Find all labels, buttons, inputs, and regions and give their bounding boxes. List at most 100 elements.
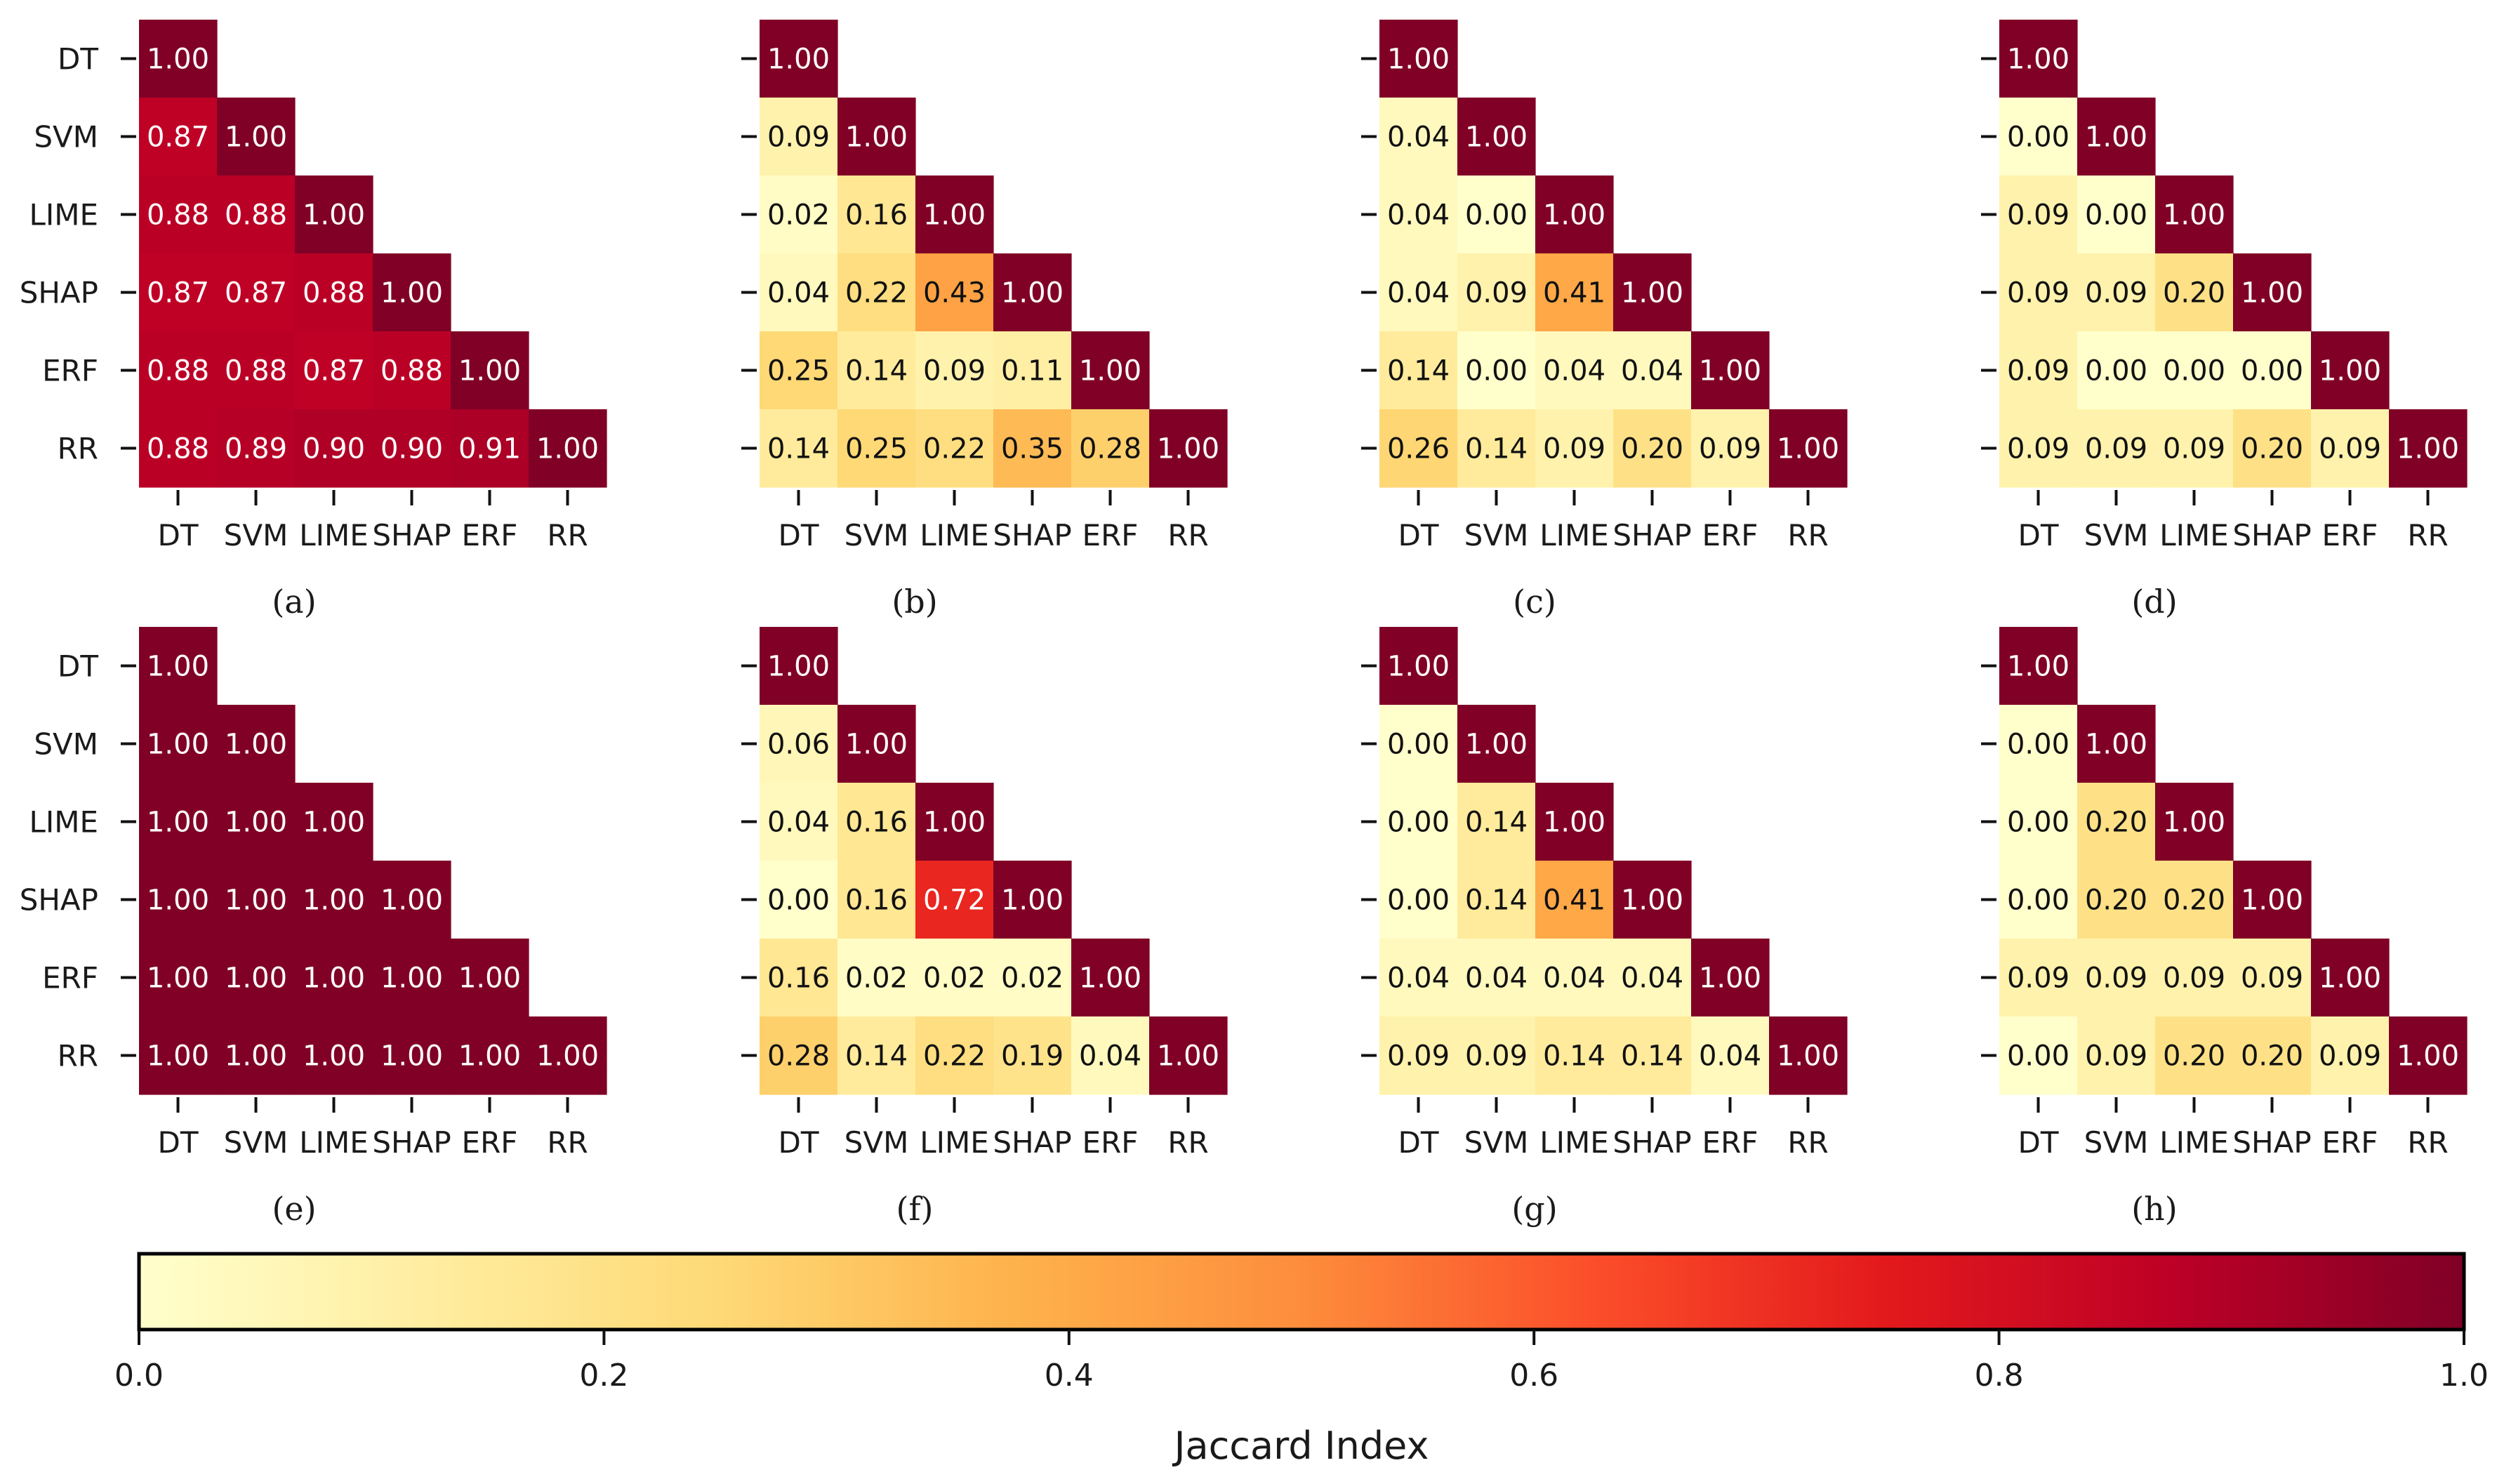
cell-value-label: 0.09 [1465, 1040, 1528, 1073]
cell-value-label: 0.00 [2085, 199, 2147, 232]
cell-value-label: 1.00 [1699, 355, 1761, 387]
cell-value-label: 0.14 [767, 433, 830, 465]
cell-value-label: 0.14 [1465, 885, 1528, 917]
heatmap-cell [1149, 1016, 1228, 1095]
x-tick-label: SHAP [993, 518, 1071, 552]
heatmap-cell [915, 253, 994, 332]
cell-value-label: 0.20 [1621, 433, 1683, 465]
x-tick-label: DT [2018, 1125, 2059, 1160]
cell-value-label: 0.09 [2163, 433, 2225, 465]
cell-value-label: 0.20 [2085, 885, 2147, 917]
heatmap-cell [1457, 705, 1536, 783]
cell-value-label: 0.00 [2007, 729, 2069, 761]
cell-value-label: 1.00 [767, 651, 830, 683]
heatmap-cell [1379, 253, 1458, 332]
panel-label: (a) [272, 583, 316, 621]
heatmap-cell [1071, 1016, 1150, 1095]
cell-value-label: 0.20 [2163, 277, 2225, 310]
heatmap-cell [2233, 1016, 2312, 1095]
heatmap-cell [993, 253, 1072, 332]
heatmap-cell [1457, 98, 1536, 176]
heatmap-cell [2077, 939, 2156, 1017]
cell-value-label: 0.00 [2007, 807, 2069, 839]
cell-value-label: 0.11 [1001, 355, 1064, 387]
cell-value-label: 0.00 [2007, 1040, 2069, 1073]
x-tick-label: DT [779, 1125, 819, 1160]
cell-value-label: 0.20 [2163, 885, 2225, 917]
heatmap-cell [1379, 175, 1458, 254]
cell-value-label: 0.04 [1387, 962, 1450, 995]
cell-value-label: 0.22 [845, 277, 908, 310]
x-tick-label: ERF [462, 518, 518, 552]
cell-value-label: 0.22 [923, 433, 986, 465]
x-tick-label: SVM [2084, 1125, 2149, 1160]
cell-value-label: 1.00 [225, 729, 287, 761]
heatmap-cell [1379, 20, 1458, 98]
cell-value-label: 1.00 [1777, 433, 1839, 465]
cell-value-label: 0.09 [2163, 962, 2225, 995]
heatmap-cell [1613, 253, 1692, 332]
cell-value-label: 1.00 [1543, 199, 1605, 232]
heatmap-panel-e: 1.00 1.00 1.00 1.00 1.00 1.00 1.00 1.00 1.00 1.00… [20, 627, 607, 1228]
x-tick-label: SVM [845, 518, 909, 552]
cell-value-label: 1.00 [767, 44, 830, 76]
x-tick-label: ERF [1702, 518, 1759, 552]
x-tick-label: RR [547, 1125, 588, 1160]
cell-value-label: 0.04 [1621, 355, 1683, 387]
x-tick-label: SHAP [372, 518, 451, 552]
heatmap-cell [1535, 783, 1614, 861]
cell-value-label: 0.09 [2007, 433, 2069, 465]
cell-value-label: 0.16 [845, 807, 908, 839]
heatmap-panel-b: 1.00 0.09 1.00 0.02 0.16 1.00 0.04 0.22 0.43 1.00… [741, 20, 1228, 621]
heatmap-cell [2077, 861, 2156, 939]
cell-value-label: 1.00 [2241, 277, 2303, 310]
colorbar-tick-label: 0.4 [1045, 1358, 1094, 1393]
heatmap-cell [217, 331, 296, 410]
panel-label: (b) [892, 583, 937, 621]
heatmap-cell [295, 1016, 373, 1095]
cell-value-label: 0.09 [2241, 962, 2303, 995]
heatmap-cell [2311, 939, 2390, 1017]
cell-value-label: 0.41 [1543, 277, 1605, 310]
heatmap-cell [295, 331, 373, 410]
heatmap-cell [1535, 409, 1614, 488]
x-tick-label: LIME [920, 1125, 989, 1160]
heatmap-cell [915, 409, 994, 488]
cell-value-label: 0.88 [147, 355, 209, 387]
cell-value-label: 1.00 [2085, 729, 2147, 761]
cell-value-label: 0.25 [845, 433, 908, 465]
heatmap-cell [1457, 253, 1536, 332]
colorbar-tick-label: 0.2 [579, 1358, 628, 1393]
cell-value-label: 0.88 [225, 355, 287, 387]
y-tick-label: SVM [34, 727, 98, 762]
cell-value-label: 0.91 [458, 433, 521, 465]
cell-value-label: 0.00 [1387, 807, 1450, 839]
cell-value-label: 1.00 [1699, 962, 1761, 995]
cell-value-label: 0.09 [2007, 277, 2069, 310]
heatmap-cell [2155, 861, 2234, 939]
cell-value-label: 1.00 [2085, 121, 2147, 154]
cell-value-label: 0.00 [1465, 355, 1528, 387]
cell-value-label: 1.00 [225, 1040, 287, 1073]
x-tick-label: LIME [1539, 518, 1609, 552]
cell-value-label: 1.00 [303, 807, 365, 839]
x-tick-label: SVM [1464, 1125, 1529, 1160]
cell-value-label: 0.14 [1387, 355, 1450, 387]
heatmap-cell [373, 409, 451, 488]
heatmap-cell [2155, 783, 2234, 861]
cell-value-label: 1.00 [303, 962, 365, 995]
heatmap-cell [2155, 331, 2234, 410]
heatmap-cell [2155, 175, 2234, 254]
heatmap-cell [529, 1016, 607, 1095]
cell-value-label: 0.87 [147, 277, 209, 310]
panel-label: (h) [2131, 1190, 2178, 1228]
cell-value-label: 0.20 [2163, 1040, 2225, 1073]
heatmap-cell [760, 783, 838, 861]
heatmap-cell [915, 331, 994, 410]
heatmap-cell [217, 861, 296, 939]
heatmap-cell [1149, 409, 1228, 488]
cell-value-label: 0.14 [845, 1040, 908, 1073]
heatmap-cell [1071, 409, 1150, 488]
heatmap-cell [295, 409, 373, 488]
cell-value-label: 1.00 [380, 1040, 443, 1073]
